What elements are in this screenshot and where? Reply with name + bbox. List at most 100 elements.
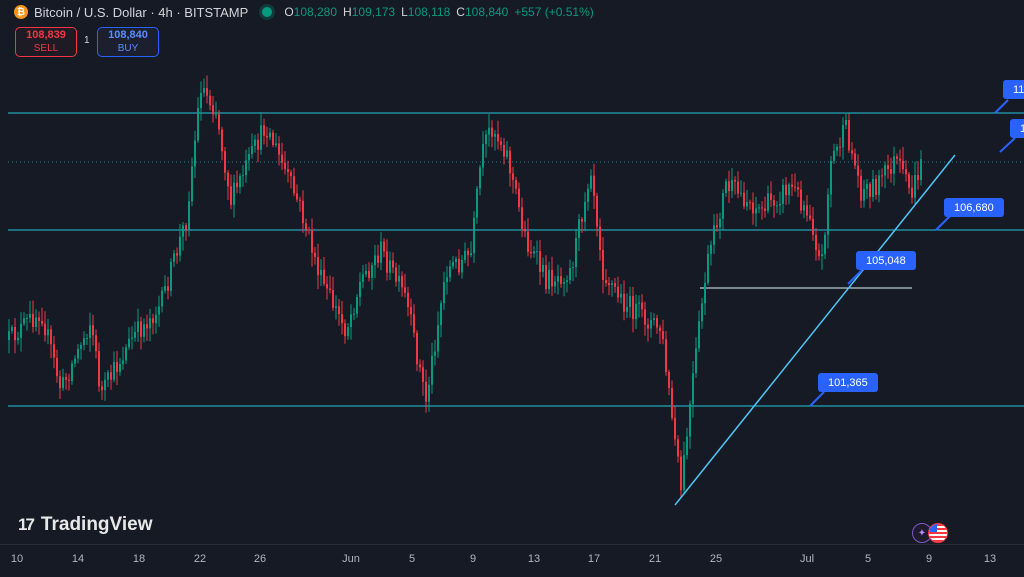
candle-body (224, 151, 226, 173)
time-label: 25 (709, 553, 723, 565)
candle-body (905, 169, 907, 175)
candle-body (812, 218, 814, 235)
candle-body (788, 184, 790, 196)
candle-body (188, 201, 190, 230)
candle-body (386, 251, 388, 273)
candle-body (605, 279, 607, 284)
candle-body (434, 351, 436, 356)
price-chart[interactable] (0, 0, 1024, 544)
candle-body (839, 146, 841, 148)
candle-body (899, 158, 901, 161)
market-status-icon[interactable] (262, 7, 273, 17)
candle-body (872, 178, 874, 197)
sell-price: 108,839 (26, 29, 66, 41)
candle-body (602, 250, 604, 280)
candle-body (71, 363, 73, 382)
candle-body (194, 140, 196, 167)
candle-body (380, 241, 382, 263)
tradingview-logo[interactable]: 17 TradingView (18, 514, 153, 536)
candle-body (449, 266, 451, 278)
candle-body (707, 253, 709, 283)
candle-body (269, 132, 271, 138)
candle-body (221, 129, 223, 152)
candle-body (863, 188, 865, 201)
candle-body (533, 251, 535, 254)
price-label-110[interactable]: 110 (1003, 80, 1024, 99)
time-label: 21 (648, 553, 662, 565)
ascending-trendline (674, 154, 956, 506)
candle-body (413, 314, 415, 333)
time-label: Jul (799, 553, 815, 565)
candle-body (443, 282, 445, 304)
candle-body (560, 276, 562, 284)
candle-body (470, 253, 472, 256)
candle-body (68, 379, 70, 382)
candle-body (746, 201, 748, 207)
candle-body (881, 175, 883, 177)
candle-body (362, 274, 364, 282)
price-label-101365[interactable]: 101,365 (818, 373, 878, 392)
candle-body (887, 165, 889, 170)
candle-body (482, 143, 484, 168)
candle-body (431, 355, 433, 385)
candle-body (749, 201, 751, 203)
candle-body (833, 150, 835, 161)
price-label-105048[interactable]: 105,048 (856, 251, 916, 270)
bitcoin-icon: ₿ (14, 5, 28, 19)
candle-body (725, 181, 727, 193)
ohlc-high: H109,173 (343, 5, 396, 19)
candle-body (740, 192, 742, 194)
candle-body (371, 265, 373, 278)
candle-body (500, 141, 502, 145)
candle-body (437, 325, 439, 352)
candle-body (428, 384, 430, 402)
candle-body (566, 280, 568, 283)
sell-button[interactable]: 108,839 SELL (15, 27, 77, 57)
candle-body (911, 187, 913, 198)
candle-body (368, 270, 370, 278)
candle-body (596, 195, 598, 227)
candle-body (239, 175, 241, 188)
candle-body (650, 319, 652, 329)
time-label: 9 (469, 553, 477, 565)
candle-body (785, 184, 787, 196)
candle-body (53, 344, 55, 358)
candle-body (62, 377, 64, 389)
candle-body (440, 303, 442, 326)
candle-body (716, 225, 718, 228)
candle-body (407, 292, 409, 308)
candle-body (830, 160, 832, 195)
candle-body (236, 182, 238, 188)
candle-body (671, 388, 673, 418)
candle-body (44, 323, 46, 336)
candle-body (305, 223, 307, 230)
candle-body (614, 283, 616, 287)
candle-body (662, 331, 664, 340)
candle-body (734, 180, 736, 182)
candle-body (395, 267, 397, 282)
candle-body (293, 176, 295, 194)
buy-button[interactable]: 108,840 BUY (97, 27, 159, 57)
candle-body (737, 181, 739, 194)
candle-body (821, 254, 823, 257)
candle-body (848, 120, 850, 151)
candle-body (791, 184, 793, 187)
badge-icons[interactable]: ✦ (912, 523, 948, 543)
candle-body (584, 201, 586, 222)
candle-body (113, 361, 115, 380)
symbol-title[interactable]: Bitcoin / U.S. Dollar · 4h · BITSTAMP (34, 4, 249, 20)
candle-body (197, 107, 199, 141)
price-label-106680[interactable]: 106,680 (944, 198, 1004, 217)
candle-body (464, 250, 466, 260)
candle-body (155, 314, 157, 324)
price-label-10[interactable]: 10 (1010, 119, 1024, 138)
candle-body (722, 192, 724, 219)
candle-body (611, 283, 613, 286)
time-axis[interactable]: 10 14 18 22 26 Jun 5 9 13 17 21 25 Jul 5… (0, 544, 1024, 577)
us-flag-icon[interactable] (928, 523, 948, 543)
candle-body (338, 306, 340, 315)
candle-body (50, 329, 52, 345)
candle-body (116, 361, 118, 372)
candle-body (731, 180, 733, 192)
candle-body (179, 236, 181, 256)
